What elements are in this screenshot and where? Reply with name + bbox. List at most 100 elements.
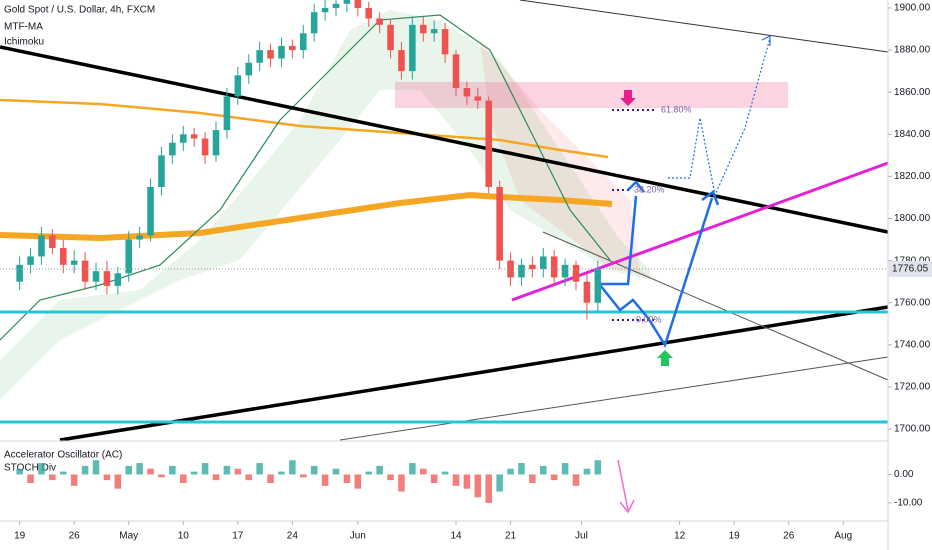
osc-bar bbox=[387, 474, 394, 481]
candle-body bbox=[223, 96, 231, 131]
candle-body bbox=[583, 281, 591, 303]
osc-label: STOCH Div bbox=[4, 463, 56, 474]
candle-body bbox=[398, 50, 405, 72]
arrow-head bbox=[627, 180, 645, 193]
arrow-up bbox=[657, 350, 673, 366]
osc-bar bbox=[245, 474, 252, 481]
candle-body bbox=[310, 12, 318, 34]
osc-bar bbox=[310, 465, 318, 475]
candle-body bbox=[234, 75, 242, 97]
header-indicator: Ichimoku bbox=[4, 37, 44, 48]
candle-body bbox=[147, 186, 154, 236]
osc-bar bbox=[550, 474, 558, 481]
fib-label: 61.80% bbox=[661, 104, 692, 114]
osc-bar bbox=[70, 474, 78, 486]
osc-bar bbox=[398, 474, 405, 492]
osc-bar bbox=[583, 468, 591, 475]
candle-body bbox=[463, 88, 471, 97]
x-tick-label: Jun bbox=[350, 531, 366, 542]
fib-label: 38.20% bbox=[634, 184, 665, 194]
osc-bar bbox=[300, 474, 307, 478]
candle-body bbox=[212, 130, 220, 156]
osc-bar bbox=[365, 471, 372, 475]
candle-body bbox=[201, 138, 209, 156]
y-tick-label: 1820.00 bbox=[894, 171, 931, 182]
x-tick-label: 24 bbox=[287, 531, 299, 542]
osc-bar bbox=[518, 463, 525, 475]
y-tick-label: 1760.00 bbox=[894, 297, 931, 308]
osc-bar bbox=[463, 474, 471, 489]
osc-bar bbox=[81, 465, 89, 475]
candle-body bbox=[169, 142, 176, 156]
candle-body bbox=[300, 33, 307, 51]
x-tick-label: 26 bbox=[783, 531, 795, 542]
osc-bar bbox=[332, 468, 340, 475]
candle-body bbox=[387, 24, 394, 51]
osc-bar bbox=[180, 474, 187, 483]
osc-bar bbox=[136, 463, 143, 475]
arrow-down bbox=[620, 90, 636, 106]
y-tick-label: 1900.00 bbox=[894, 3, 931, 14]
candle-body bbox=[409, 24, 416, 72]
candle-body bbox=[561, 264, 569, 278]
osc-bar bbox=[343, 474, 351, 483]
osc-bar bbox=[485, 474, 492, 503]
y-tick-label: 1880.00 bbox=[894, 45, 931, 56]
candle-body bbox=[452, 54, 460, 88]
last-price-box bbox=[888, 260, 932, 277]
projection-path bbox=[600, 195, 638, 286]
candle-body bbox=[485, 100, 492, 187]
osc-bar bbox=[540, 465, 547, 475]
osc-bar bbox=[169, 465, 176, 475]
osc-bar bbox=[572, 474, 580, 486]
osc-bar bbox=[190, 471, 198, 475]
trend-line bbox=[0, 45, 889, 234]
ma-line-thick bbox=[0, 191, 613, 242]
candle-body bbox=[49, 235, 56, 248]
osc-bar bbox=[147, 468, 154, 475]
candle-body bbox=[572, 264, 580, 282]
candle-body bbox=[365, 8, 372, 19]
candle-body bbox=[376, 18, 383, 25]
fib-label: 0.00% bbox=[636, 314, 662, 324]
candle-body bbox=[60, 248, 67, 265]
candle-body bbox=[550, 256, 558, 278]
trend-line-thin bbox=[519, 0, 889, 53]
osc-bar bbox=[201, 463, 209, 475]
candle-body bbox=[136, 235, 143, 240]
candle-body bbox=[70, 260, 78, 265]
osc-bar bbox=[441, 471, 449, 475]
candle-body bbox=[27, 256, 34, 265]
osc-bar bbox=[594, 460, 602, 475]
candle-body bbox=[594, 269, 602, 303]
header-title: Gold Spot / U.S. Dollar, 4h, FXCM bbox=[4, 5, 155, 16]
x-tick-label: 17 bbox=[232, 531, 244, 542]
osc-label: Accelerator Oscillator (AC) bbox=[4, 450, 122, 461]
osc-tick-label: 0.00 bbox=[894, 469, 914, 480]
osc-tick-label: -10.00 bbox=[894, 498, 923, 509]
candle-body bbox=[496, 186, 503, 261]
candle-body bbox=[81, 260, 89, 282]
y-tick-label: 1860.00 bbox=[894, 87, 931, 98]
candle-body bbox=[289, 45, 296, 51]
candle-body bbox=[158, 155, 165, 187]
osc-bar bbox=[212, 474, 220, 481]
candle-body bbox=[343, 0, 351, 4]
osc-bar bbox=[496, 474, 503, 492]
candle-body bbox=[92, 271, 100, 282]
osc-bar bbox=[267, 474, 274, 483]
projection-path bbox=[599, 197, 714, 348]
y-tick-label: 1800.00 bbox=[894, 213, 931, 224]
x-tick-label: 26 bbox=[69, 531, 81, 542]
osc-bar bbox=[16, 468, 23, 475]
header-indicator: MTF-MA bbox=[4, 22, 43, 33]
candle-body bbox=[125, 239, 132, 274]
x-tick-label: 19 bbox=[14, 531, 26, 542]
osc-bar bbox=[92, 460, 100, 475]
osc-bar bbox=[60, 471, 67, 475]
candle-body bbox=[103, 271, 111, 286]
osc-bar bbox=[158, 474, 165, 478]
candle-body bbox=[430, 29, 438, 34]
osc-bar bbox=[430, 474, 438, 483]
osc-arrow bbox=[617, 459, 629, 511]
